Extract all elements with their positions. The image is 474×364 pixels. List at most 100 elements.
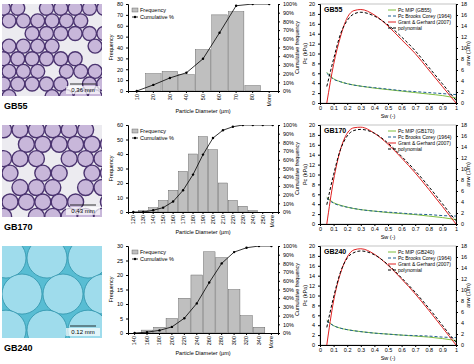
- bead: [31, 14, 45, 28]
- tick: 20%: [278, 71, 294, 77]
- tick-label: 0.3: [357, 347, 365, 353]
- tick: 0%: [278, 209, 291, 215]
- tick-mark: [278, 74, 280, 75]
- bead: [68, 26, 82, 40]
- tick: 0.3: [357, 224, 365, 232]
- tick-mark: [456, 224, 458, 225]
- legend-entry: Cumulative %: [132, 135, 174, 141]
- tick-label: 16: [309, 263, 315, 269]
- tick-label: 50: [117, 34, 123, 40]
- bead: [2, 77, 10, 91]
- bar: [228, 200, 237, 212]
- tick-mark: [126, 140, 128, 141]
- bar: [248, 211, 257, 212]
- tick: 5: [120, 316, 128, 322]
- tick-mark: [318, 103, 320, 104]
- tick-label: 8: [312, 182, 315, 188]
- tick: 170: [180, 212, 186, 224]
- bead: [59, 14, 73, 28]
- tick-label: 20%: [283, 71, 294, 77]
- marker: [208, 281, 210, 283]
- tick-label: 0.8: [425, 105, 433, 111]
- axis-line: [457, 247, 459, 346]
- x-axis: 00.10.20.30.40.50.60.70.80.91: [319, 224, 458, 232]
- tick-label: 0.3: [357, 226, 365, 232]
- tick: 18: [309, 132, 320, 138]
- legend-swatch: [132, 250, 138, 254]
- tick-mark: [126, 212, 128, 213]
- bead: [11, 77, 25, 91]
- tick-mark: [126, 261, 128, 262]
- marker: [162, 206, 164, 208]
- tick: 320: [243, 333, 249, 345]
- y-axis: 02468101214161820: [309, 1, 321, 106]
- tick-mark: [184, 333, 185, 335]
- marker: [158, 329, 160, 331]
- tick-mark: [456, 246, 458, 247]
- tick-label: 18: [309, 11, 315, 17]
- tick-label: 0.7: [412, 226, 420, 232]
- tick-mark: [318, 14, 320, 15]
- tick: 0.6: [398, 224, 406, 232]
- marker: [270, 246, 272, 247]
- legend-entry: polynomial: [388, 267, 422, 273]
- bar: [245, 86, 261, 91]
- scale-bar: [70, 205, 96, 206]
- axis-line: [129, 334, 279, 336]
- bead: [68, 136, 84, 152]
- axis-title: Pc (kPa): [302, 164, 308, 185]
- tick-label: 0.8: [425, 226, 433, 232]
- tick: 70: [233, 91, 239, 100]
- tick: 6: [456, 188, 464, 194]
- tick-label: 30: [117, 243, 123, 249]
- tick-label: 280: [218, 336, 224, 345]
- tick-mark: [278, 82, 280, 83]
- tick-label: 170: [180, 215, 186, 224]
- tick: 1: [455, 224, 458, 232]
- tick: 130: [140, 212, 146, 224]
- tick-mark: [126, 333, 128, 334]
- bar: [218, 183, 227, 212]
- tick-mark: [456, 4, 458, 5]
- tick-mark: [278, 195, 280, 196]
- bar: [253, 327, 265, 333]
- tick: 0.4: [371, 224, 379, 232]
- tick-mark: [456, 323, 458, 324]
- axis-title: anw (1/m): [465, 162, 471, 187]
- axis-title: Sw (-): [381, 234, 396, 240]
- tick: 4: [456, 199, 464, 205]
- bead: [45, 39, 59, 53]
- bead: [83, 26, 97, 40]
- tick: 6: [456, 67, 464, 73]
- tick: 20: [309, 243, 320, 249]
- bead: [12, 151, 28, 167]
- bead: [2, 310, 26, 338]
- tick: 20%: [278, 313, 294, 319]
- tick-mark: [318, 256, 320, 257]
- tick-label: 10%: [283, 80, 294, 86]
- tick: 0.3: [357, 345, 365, 353]
- tick-label: 4: [312, 201, 315, 207]
- marker: [233, 251, 235, 253]
- tick-label: 70%: [283, 269, 294, 275]
- tick: 40: [117, 45, 128, 51]
- bead: [2, 125, 12, 138]
- tick-label: 50: [117, 137, 123, 143]
- axis-line: [279, 5, 281, 92]
- tick-mark: [278, 177, 280, 178]
- tick-label: 2: [461, 89, 464, 95]
- tick: 180: [156, 333, 162, 345]
- bead: [35, 194, 51, 210]
- tick-mark: [236, 91, 237, 93]
- bar: [191, 275, 203, 333]
- tick-label: 14: [309, 152, 315, 158]
- tick: 240: [250, 212, 256, 224]
- tick: 50: [117, 34, 128, 40]
- bead: [27, 310, 67, 338]
- tick-label: 6: [312, 71, 315, 77]
- tick-label: 0.1: [330, 347, 338, 353]
- tick-label: 70: [233, 94, 239, 100]
- tick-label: 130: [140, 215, 146, 224]
- tick: 70%: [278, 27, 294, 33]
- micrograph-background: [2, 4, 102, 96]
